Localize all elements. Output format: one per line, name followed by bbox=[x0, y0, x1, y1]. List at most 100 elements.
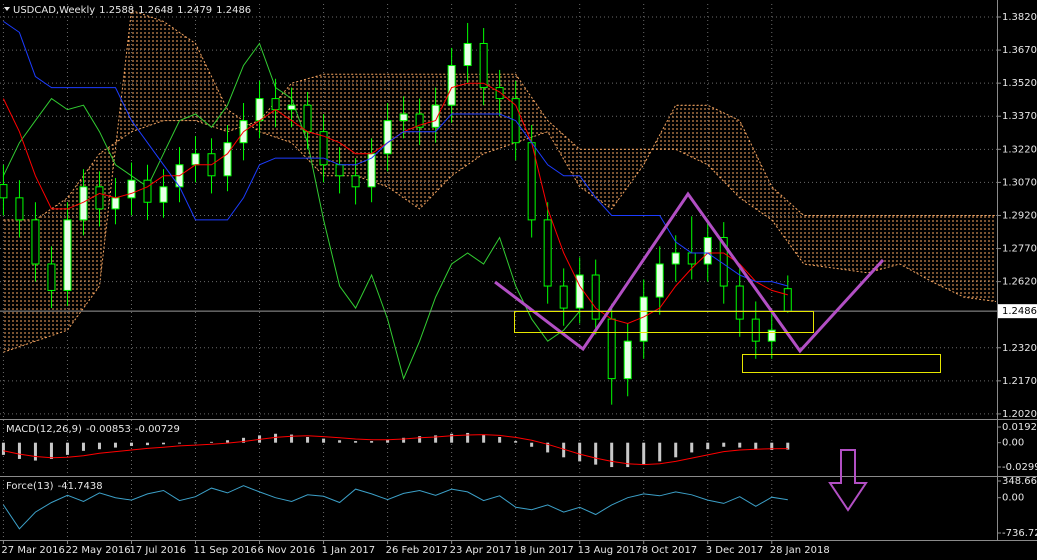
indicator-line bbox=[3, 20, 788, 287]
x-tick-label: 22 May 2016 bbox=[65, 545, 130, 556]
macd-bar bbox=[706, 442, 710, 450]
macd-bar bbox=[786, 442, 790, 450]
macd-bar bbox=[65, 442, 69, 455]
macd-bar bbox=[178, 442, 182, 444]
macd-bar bbox=[514, 441, 518, 443]
x-tick-label: 6 Nov 2016 bbox=[258, 545, 316, 556]
macd-bar bbox=[194, 442, 198, 444]
macd-bar bbox=[690, 442, 694, 453]
macd-bar bbox=[402, 437, 406, 443]
candle-body bbox=[15, 197, 24, 221]
x-tick-label: 26 Feb 2017 bbox=[386, 545, 448, 556]
macd-bar bbox=[578, 442, 582, 462]
candle-body bbox=[127, 179, 136, 199]
macd-bar bbox=[738, 442, 742, 448]
candle-body bbox=[143, 179, 152, 203]
macd-bar bbox=[498, 437, 502, 443]
x-tick-label: 27 Mar 2016 bbox=[1, 545, 64, 556]
macd-bar bbox=[49, 442, 53, 459]
header-value: 1.2486 bbox=[216, 5, 251, 16]
y-tick-label: 1.3520 bbox=[1002, 78, 1037, 89]
macd-bar bbox=[33, 442, 37, 461]
macd-bar bbox=[97, 442, 101, 450]
macd-bar bbox=[658, 442, 662, 462]
candle-body bbox=[159, 186, 168, 203]
macd-bar bbox=[161, 442, 165, 445]
macd-bar bbox=[642, 442, 646, 465]
candle-body bbox=[703, 237, 712, 265]
price-label: 1.2486 bbox=[1002, 306, 1037, 317]
y-tick-label: -0.02991 bbox=[1002, 462, 1037, 473]
macd-bar bbox=[754, 442, 758, 450]
macd-bar bbox=[145, 442, 149, 446]
panel-header: MACD(12,26,9) -0.00853 -0.00729 bbox=[6, 424, 180, 435]
macd-bar bbox=[674, 442, 678, 458]
macd-bar bbox=[242, 437, 246, 443]
macd-bar bbox=[354, 441, 358, 443]
candle-body bbox=[655, 263, 664, 298]
target-zone bbox=[742, 354, 941, 373]
header-value: -41.7438 bbox=[58, 481, 103, 492]
macd-bar bbox=[562, 442, 566, 458]
macd-bar bbox=[594, 442, 598, 465]
macd-bar bbox=[722, 442, 726, 447]
candle-body bbox=[687, 252, 696, 265]
macd-bar bbox=[386, 439, 390, 443]
macd-signal bbox=[3, 434, 788, 466]
candle-body bbox=[255, 98, 264, 122]
candle-body bbox=[63, 219, 72, 291]
y-tick-label: 1.2770 bbox=[1002, 244, 1037, 255]
candle-body bbox=[303, 104, 312, 133]
macd-bar bbox=[370, 441, 374, 443]
force-line bbox=[2, 485, 788, 530]
y-tick-label: -736.721 bbox=[1002, 528, 1037, 539]
frame bbox=[0, 0, 1037, 541]
candle-body bbox=[783, 288, 792, 312]
macd-bar bbox=[81, 442, 85, 451]
candle-body bbox=[607, 318, 616, 380]
y-tick-label: 1.2920 bbox=[1002, 210, 1037, 221]
candle-body bbox=[479, 42, 488, 89]
menu-triangle bbox=[4, 7, 10, 11]
candle-body bbox=[559, 285, 568, 309]
x-tick-label: 11 Sep 2016 bbox=[194, 545, 257, 556]
candle-body bbox=[495, 87, 504, 100]
candle-body bbox=[463, 42, 472, 67]
macd-bar bbox=[482, 434, 486, 443]
candle-body bbox=[671, 252, 680, 265]
candle-body bbox=[431, 104, 440, 128]
x-tick-label: 23 Apr 2017 bbox=[450, 545, 512, 556]
macd-bar bbox=[626, 442, 630, 468]
price-label-box bbox=[998, 304, 1037, 319]
macd-bar bbox=[418, 436, 422, 443]
y-tick-label: 1.3220 bbox=[1002, 144, 1037, 155]
down-arrow bbox=[828, 449, 868, 512]
header-value: USDCAD,Weekly bbox=[13, 5, 95, 16]
x-tick-label: 18 Jun 2017 bbox=[514, 545, 574, 556]
macd-bar bbox=[450, 433, 454, 443]
candle-body bbox=[623, 340, 632, 380]
chart-header: USDCAD,Weekly 1.2588 1.2648 1.2479 1.2486 bbox=[13, 5, 251, 16]
plot-area bbox=[0, 4, 997, 540]
y-tick-label: 1.3070 bbox=[1002, 177, 1037, 188]
candle-body bbox=[47, 263, 56, 291]
macd-bar bbox=[434, 435, 438, 443]
macd-bar bbox=[17, 442, 21, 459]
candle-body bbox=[735, 285, 744, 320]
candle-body bbox=[351, 175, 360, 188]
y-tick-label: 1.2620 bbox=[1002, 277, 1037, 288]
y-tick-label: 1.3370 bbox=[1002, 111, 1037, 122]
macd-bar bbox=[1, 442, 5, 455]
candle-body bbox=[447, 65, 456, 106]
x-tick-label: 17 Jul 2016 bbox=[129, 545, 186, 556]
candle-body bbox=[543, 219, 552, 287]
header-value: MACD(12,26,9) bbox=[6, 424, 82, 435]
panel-header: Force(13) -41.7438 bbox=[6, 481, 103, 492]
macd-bar bbox=[770, 442, 774, 451]
candle-body bbox=[191, 153, 200, 166]
macd-bar bbox=[546, 442, 550, 453]
candle-body bbox=[271, 98, 280, 111]
candle-body bbox=[287, 104, 296, 111]
x-tick-label: 13 Aug 2017 bbox=[578, 545, 642, 556]
